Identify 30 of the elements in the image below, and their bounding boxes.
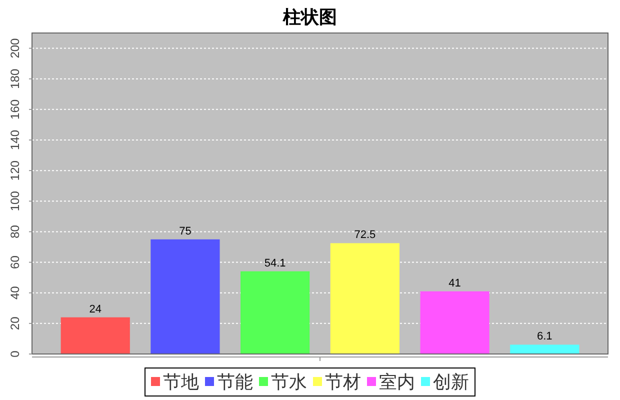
y-tick-label: 200 <box>8 38 22 58</box>
y-tick-label: 160 <box>8 99 22 120</box>
bar <box>420 291 490 354</box>
y-tick-label: 60 <box>8 255 22 269</box>
y-tick-label: 180 <box>8 68 22 89</box>
y-tick-label: 20 <box>8 316 22 330</box>
bar <box>510 344 580 354</box>
bar <box>240 271 310 354</box>
y-tick-label: 140 <box>8 130 22 150</box>
legend-label: 室内 <box>379 372 415 392</box>
bar <box>150 239 220 354</box>
y-tick-label: 120 <box>8 160 22 181</box>
data-label: 6.1 <box>536 330 552 343</box>
data-label: 24 <box>89 303 102 316</box>
chart-title: 柱状图 <box>282 7 337 27</box>
data-label: 75 <box>179 225 192 238</box>
legend-label: 节地 <box>163 372 199 392</box>
bar <box>60 317 130 354</box>
data-label: 41 <box>448 277 461 290</box>
y-tick-label: 100 <box>8 190 22 212</box>
legend-label: 节材 <box>325 372 361 392</box>
legend-label: 创新 <box>433 372 469 392</box>
bar <box>330 243 400 354</box>
y-tick-label: 40 <box>8 286 22 300</box>
data-label: 54.1 <box>264 257 286 270</box>
y-tick-label: 80 <box>8 224 22 238</box>
legend-label: 节水 <box>271 372 307 392</box>
y-tick-label: 0 <box>8 350 22 358</box>
data-label: 72.5 <box>354 229 376 242</box>
legend-label: 节能 <box>217 372 253 392</box>
